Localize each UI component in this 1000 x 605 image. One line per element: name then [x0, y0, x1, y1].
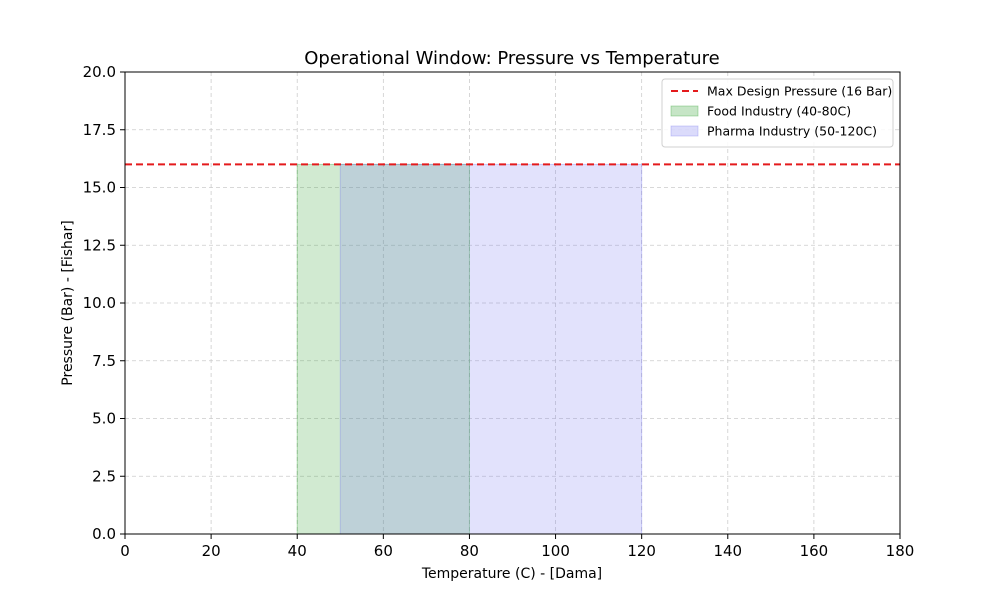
y-tick-label: 15.0 — [83, 179, 116, 197]
x-tick-label: 0 — [120, 542, 130, 560]
x-tick-label: 60 — [374, 542, 393, 560]
legend-swatch-patch — [670, 125, 699, 137]
y-tick-label: 17.5 — [83, 121, 116, 139]
legend-label: Max Design Pressure (16 Bar) — [707, 84, 892, 99]
chart-title: Operational Window: Pressure vs Temperat… — [304, 48, 719, 69]
x-tick-label: 180 — [886, 542, 915, 560]
y-tick-label: 12.5 — [83, 236, 116, 254]
legend-label: Food Industry (40-80C) — [707, 104, 851, 119]
x-tick-label: 160 — [800, 542, 829, 560]
x-tick-label: 20 — [202, 542, 221, 560]
x-axis-ticks: 0 20 40 60 80 100 120 140 160 180 — [120, 534, 914, 560]
legend-box — [661, 78, 894, 148]
x-tick-label: 40 — [288, 542, 307, 560]
y-axis-ticks: 0.0 2.5 5.0 7.5 10.0 12.5 15.0 17.5 20.0 — [83, 63, 125, 543]
legend-label: Pharma Industry (50-120C) — [707, 124, 877, 139]
y-axis-label: Pressure (Bar) - [Fishar] — [60, 220, 76, 385]
y-tick-label: 7.5 — [92, 352, 116, 370]
x-axis-label: Temperature (C) - [Dama] — [421, 566, 602, 582]
shaded-regions — [296, 163, 643, 535]
legend: Max Design Pressure (16 Bar) Food Industr… — [661, 78, 894, 148]
y-tick-label: 10.0 — [83, 294, 116, 312]
legend-swatch-patch — [670, 105, 699, 117]
x-tick-label: 140 — [713, 542, 742, 560]
region-1 — [339, 163, 643, 535]
y-tick-label: 5.0 — [92, 410, 116, 428]
x-tick-label: 120 — [627, 542, 656, 560]
x-tick-label: 80 — [460, 542, 479, 560]
y-tick-label: 2.5 — [92, 467, 116, 485]
y-tick-label: 20.0 — [83, 63, 116, 81]
x-tick-label: 100 — [541, 542, 570, 560]
y-tick-label: 0.0 — [92, 525, 116, 543]
